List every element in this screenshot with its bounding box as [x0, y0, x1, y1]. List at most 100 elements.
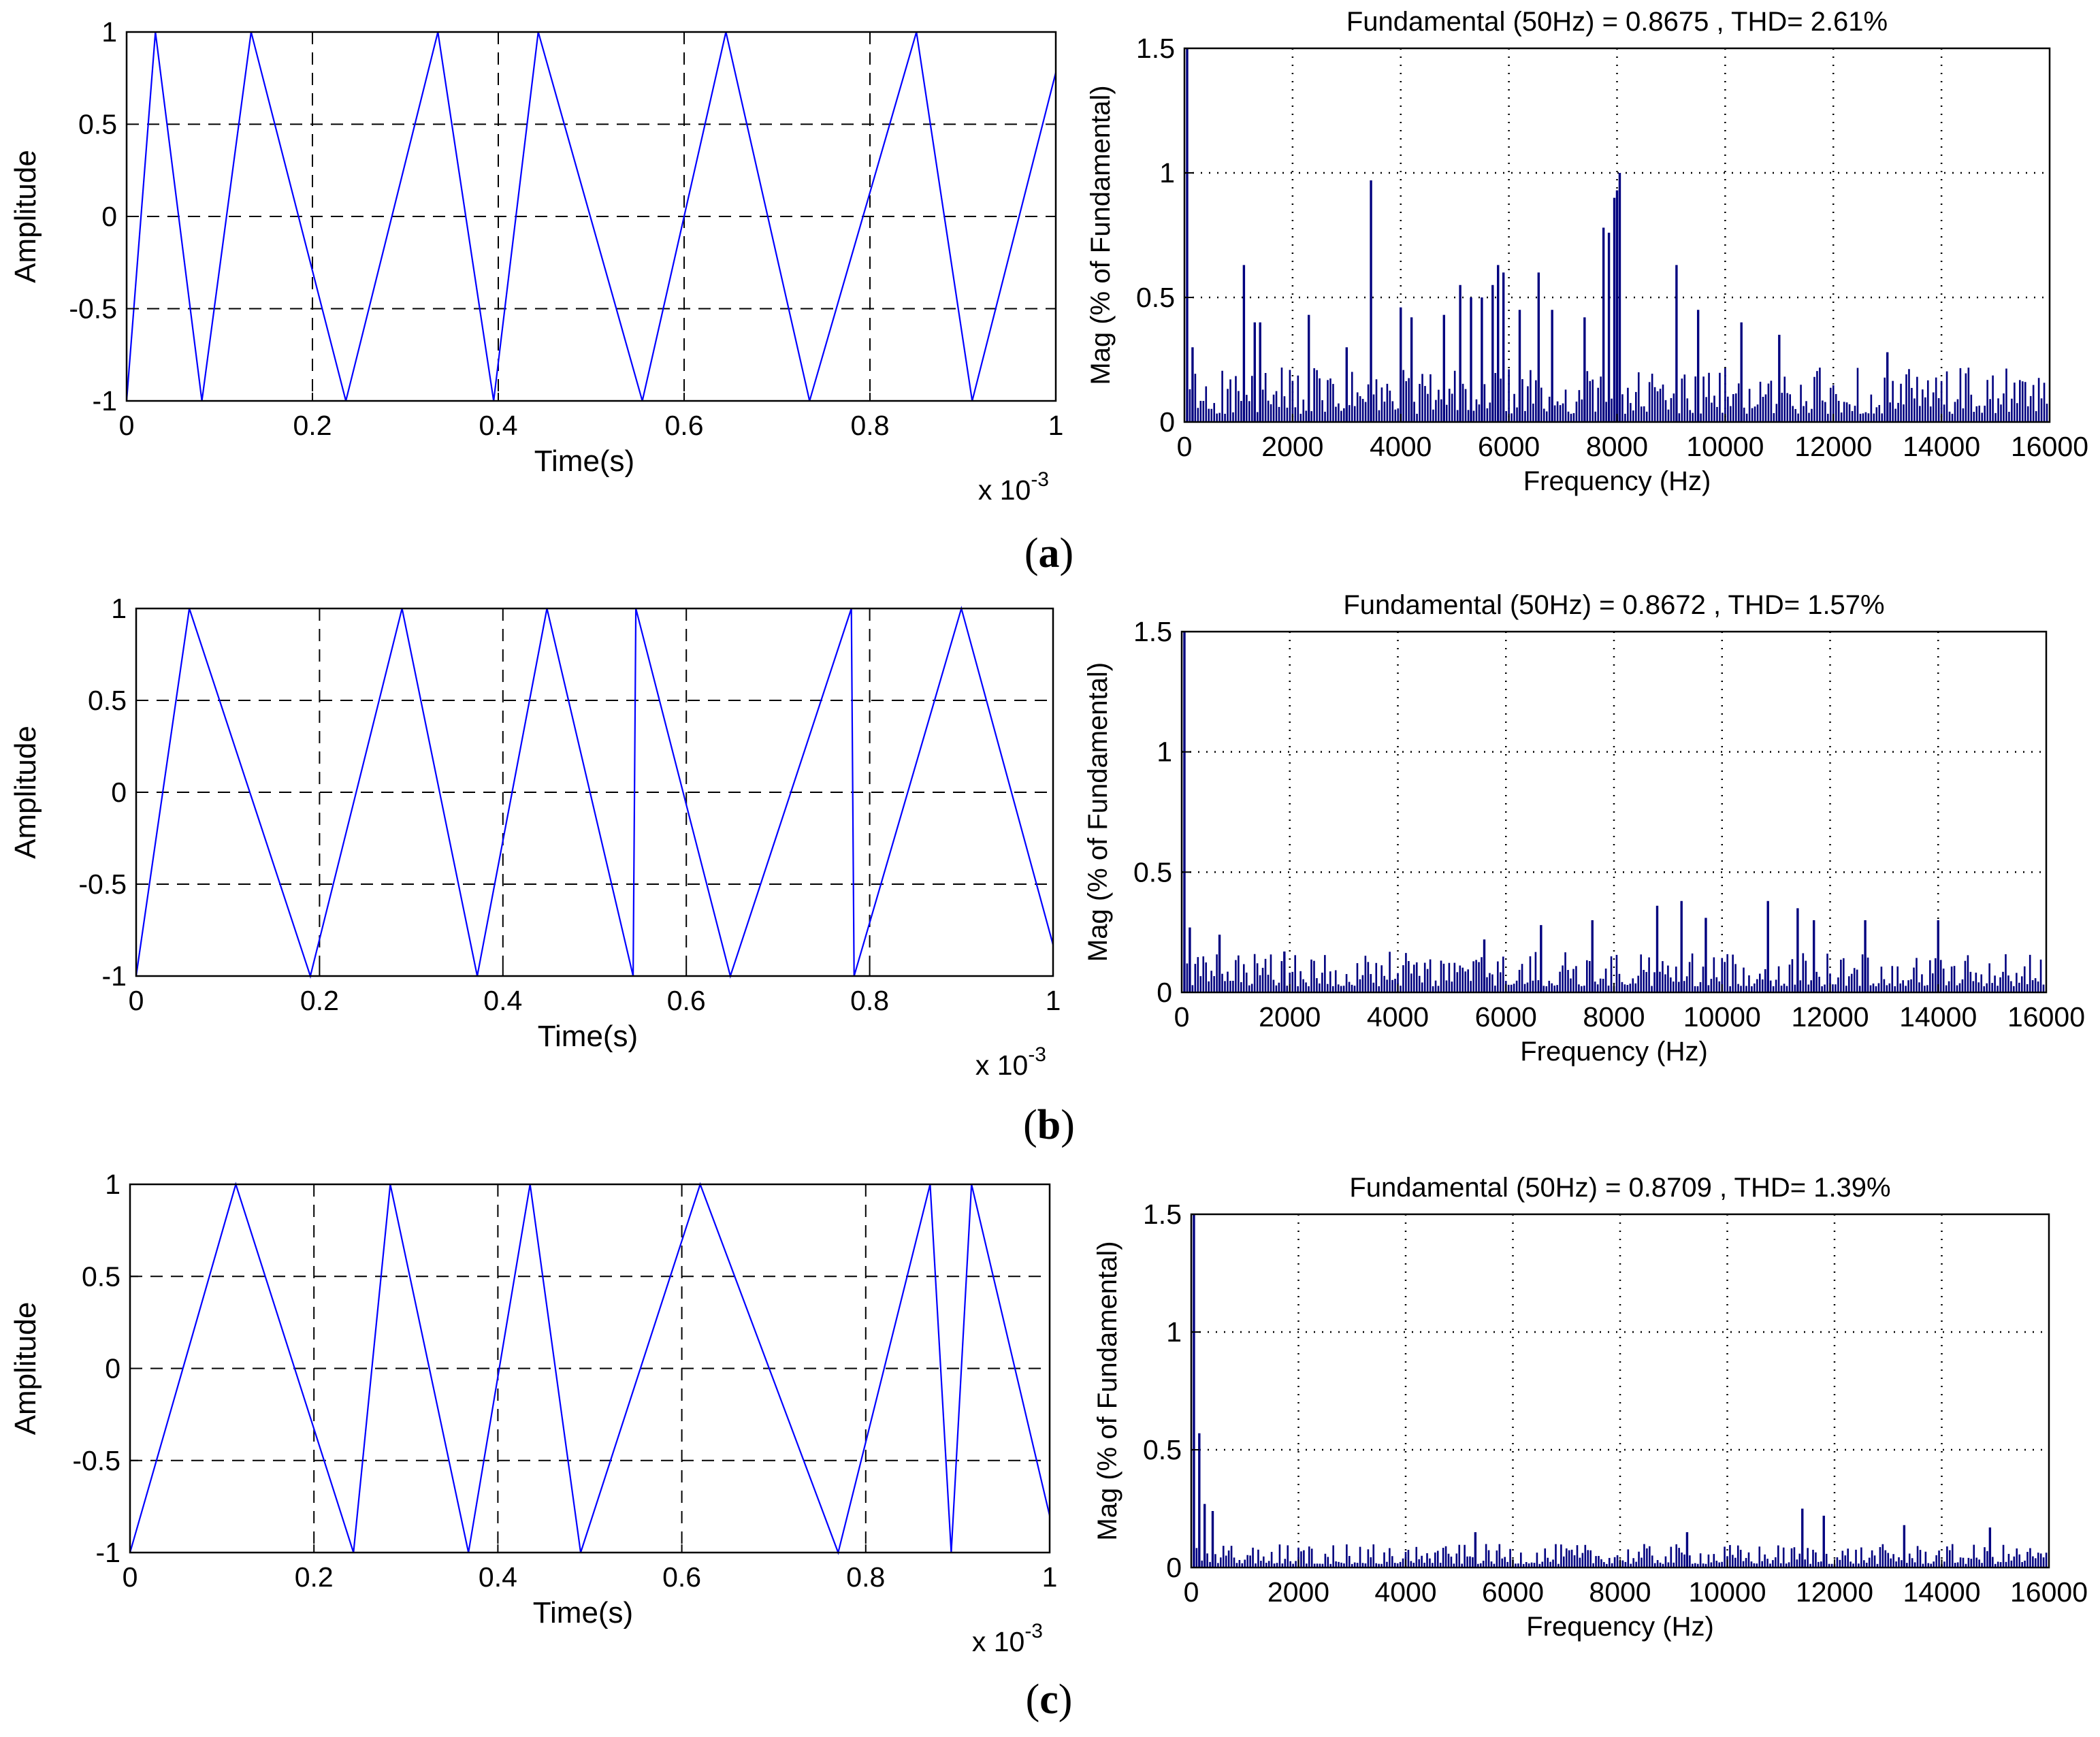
x-tick-label: 0.6 [667, 985, 706, 1016]
x-tick-label: 0.4 [479, 410, 518, 441]
x-tick-label: 16000 [2007, 1001, 2085, 1033]
x-axis-label: Time(s) [533, 1596, 633, 1629]
y-tick-label: 0 [101, 201, 117, 232]
x-tick-label: 4000 [1374, 1576, 1436, 1608]
x-tick-label: 12000 [1796, 1576, 1873, 1608]
x-tick-label: 14000 [1903, 431, 1980, 462]
y-tick-label: 1 [1159, 157, 1175, 189]
spectrum-chart-a: 0 2000 4000 6000 8000 10000 12000 14000 16000 1.5… [1086, 7, 2088, 496]
x-axis-label: Time(s) [534, 444, 634, 478]
x-tick-label: 10000 [1683, 1001, 1761, 1033]
x-tick-label: 4000 [1367, 1001, 1429, 1033]
x-tick-label: 12000 [1791, 1001, 1869, 1033]
y-tick-label: 1 [101, 16, 117, 48]
svg-text:(a): (a) [1024, 530, 1073, 577]
x-tick-label: 0.8 [846, 1561, 885, 1593]
harmonic-bars [1186, 48, 2048, 422]
y-tick-label: 0.5 [1143, 1434, 1182, 1465]
x-tick-label: 0 [119, 410, 135, 441]
harmonic-bars [1193, 1214, 2048, 1568]
y-tick-label: 0 [105, 1353, 120, 1384]
y-axis-label: Amplitude [9, 726, 42, 859]
x-tick-label: 2000 [1261, 431, 1323, 462]
x-tick-label: 0.4 [483, 985, 522, 1016]
x-multiplier: x 10-3 [972, 1620, 1043, 1657]
y-tick-label: 1 [111, 593, 127, 624]
x-tick-label: 2000 [1267, 1576, 1329, 1608]
y-tick-label: 0 [1157, 977, 1172, 1008]
x-tick-label: 0.8 [850, 985, 889, 1016]
y-tick-label: 1.5 [1133, 616, 1172, 647]
y-axis-label: Amplitude [9, 1302, 42, 1435]
x-tick-label: 1 [1042, 1561, 1058, 1593]
x-tick-label: 4000 [1370, 431, 1432, 462]
x-axis-label: Frequency (Hz) [1526, 1612, 1714, 1642]
harmonic-bars [1183, 632, 2045, 992]
x-tick-label: 16000 [2010, 1576, 2088, 1608]
x-multiplier: x 10-3 [978, 468, 1049, 506]
x-tick-label: 8000 [1586, 431, 1648, 462]
x-tick-label: 14000 [1899, 1001, 1977, 1033]
x-tick-label: 6000 [1478, 431, 1540, 462]
y-tick-label: 1 [105, 1169, 120, 1200]
x-tick-label: 10000 [1688, 1576, 1766, 1608]
panel-label-a: (a) [1024, 530, 1073, 577]
y-tick-label: 1 [1166, 1316, 1182, 1348]
time-chart-c: 0 0.2 0.4 0.6 0.8 1 1 0.5 0 -0.5 -1 Time(s) Amplitud… [9, 1169, 1057, 1657]
y-tick-label: -0.5 [69, 293, 117, 325]
x-tick-label: 8000 [1589, 1576, 1651, 1608]
x-tick-label: 0.6 [662, 1561, 701, 1593]
y-tick-label: -0.5 [72, 1445, 120, 1476]
y-tick-label: 1 [1157, 736, 1172, 768]
x-tick-label: 0.2 [295, 1561, 334, 1593]
svg-text:(c): (c) [1026, 1676, 1073, 1723]
y-tick-label: 0.5 [78, 109, 117, 140]
y-tick-label: 0.5 [82, 1261, 120, 1292]
chart-title: Fundamental (50Hz) = 0.8672 , THD= 1.57% [1343, 590, 1884, 620]
x-tick-label: 1 [1048, 410, 1064, 441]
spectrum-chart-c: 0 2000 4000 6000 8000 10000 12000 14000 16000 1.5… [1093, 1173, 2088, 1642]
y-tick-label: 0 [111, 777, 127, 808]
chart-title: Fundamental (50Hz) = 0.8709 , THD= 1.39% [1349, 1173, 1890, 1203]
x-tick-label: 12000 [1794, 431, 1872, 462]
y-axis-label: Amplitude [9, 150, 42, 283]
y-tick-label: 0.5 [1136, 282, 1175, 313]
y-axis-label: Mag (% of Fundamental) [1083, 662, 1113, 962]
y-axis-label: Mag (% of Fundamental) [1093, 1241, 1122, 1540]
x-tick-label: 6000 [1475, 1001, 1537, 1033]
x-tick-label: 14000 [1903, 1576, 1980, 1608]
y-tick-label: 0.5 [1133, 856, 1172, 888]
y-tick-label: 0.5 [88, 685, 127, 716]
time-chart-a: 0 0.2 0.4 0.6 0.8 1 1 0.5 0 -0.5 -1 Time(s) Amplitud… [9, 16, 1063, 506]
time-chart-b: 0 0.2 0.4 0.6 0.8 1 1 0.5 0 -0.5 -1 Time(s) Amplitud… [9, 593, 1061, 1081]
x-axis-label: Frequency (Hz) [1523, 466, 1711, 496]
x-tick-label: 0 [1177, 431, 1193, 462]
x-tick-label: 0 [123, 1561, 138, 1593]
x-tick-label: 1 [1046, 985, 1061, 1016]
x-axis-label: Time(s) [538, 1020, 638, 1053]
x-tick-label: 0.2 [293, 410, 332, 441]
x-tick-label: 0.6 [665, 410, 704, 441]
waveform-series [125, 31, 1057, 402]
x-tick-label: 8000 [1583, 1001, 1645, 1033]
plot-frame [1190, 1213, 2050, 1569]
x-tick-label: 0 [1174, 1001, 1190, 1033]
y-tick-label: 0 [1166, 1552, 1182, 1583]
svg-text:(b): (b) [1023, 1102, 1075, 1148]
y-tick-label: -1 [93, 385, 117, 417]
x-tick-label: 0 [129, 985, 144, 1016]
y-tick-label: 0 [1159, 406, 1175, 438]
panel-label-b: (b) [1023, 1102, 1075, 1148]
panel-label-c: (c) [1026, 1676, 1073, 1723]
y-axis-label: Mag (% of Fundamental) [1086, 85, 1116, 385]
y-tick-label: 1.5 [1143, 1199, 1182, 1230]
y-tick-label: -1 [102, 960, 127, 992]
y-tick-label: 1.5 [1136, 33, 1175, 64]
x-tick-label: 0.2 [300, 985, 339, 1016]
x-tick-label: 6000 [1482, 1576, 1544, 1608]
spectrum-chart-b: 0 2000 4000 6000 8000 10000 12000 14000 16000 1.5… [1083, 590, 2085, 1067]
chart-title: Fundamental (50Hz) = 0.8675 , THD= 2.61% [1346, 7, 1888, 37]
x-multiplier: x 10-3 [975, 1043, 1046, 1081]
y-tick-label: -1 [96, 1537, 120, 1568]
